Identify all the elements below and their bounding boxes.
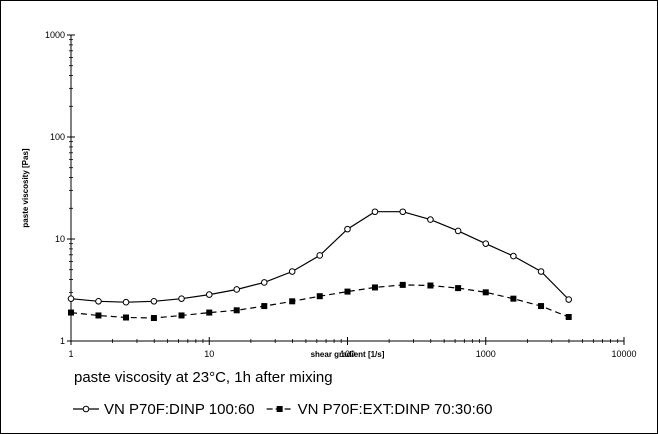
series-1-point [95, 298, 102, 305]
x-tick-label: 10 [204, 349, 214, 359]
series-2-point [371, 284, 378, 291]
series-1-point [510, 252, 517, 260]
series-1 [67, 208, 572, 306]
series-1-point [427, 216, 434, 223]
series-layer [67, 208, 572, 322]
series-1-point [260, 279, 268, 286]
x-tick-label: 10000 [611, 349, 636, 359]
y-tick-label: 10 [55, 234, 65, 244]
series-1-point [316, 252, 324, 259]
series-2-point [206, 309, 213, 316]
y-axis-title: paste viscosity [Pas] [21, 148, 30, 227]
series-1-point [288, 268, 296, 275]
series-2-point [455, 285, 462, 292]
x-tick-label: 100 [340, 349, 355, 359]
y-tick-label: 100 [50, 132, 65, 142]
series-2-point [316, 293, 323, 300]
series-2-point [233, 307, 240, 314]
series-2-point [261, 303, 268, 310]
series-1-point [233, 286, 241, 293]
series-2-point [427, 282, 434, 289]
series-1-point [565, 296, 572, 303]
legend-label-1: VN P70F:DINP 100:60 [104, 401, 255, 418]
series-2-point [399, 281, 406, 288]
series-2 [68, 281, 572, 322]
chart-caption: paste viscosity at 23°C, 1h after mixing [74, 369, 333, 386]
series-2-point [344, 288, 351, 295]
series-1-point [67, 295, 75, 302]
series-2-point [150, 315, 157, 322]
series-2-point [178, 312, 185, 319]
series-2-point [565, 313, 572, 320]
series-1-point [150, 298, 158, 305]
x-tick-label: 1000 [476, 349, 496, 359]
series-1-point [537, 268, 545, 275]
series-1-point [371, 208, 379, 216]
legend: VN P70F:DINP 100:60 VN P70F:EXT:DINP 70:3… [73, 401, 492, 418]
series-1-point [399, 208, 407, 216]
x-axis-title: shear gradient [1/s] [311, 350, 385, 359]
series-2-point [95, 312, 102, 319]
series-2-point [482, 289, 489, 296]
axes: 1 10 100 1000 10000 1 10 100 1000 [45, 30, 637, 359]
legend-label-2: VN P70F:EXT:DINP 70:30:60 [298, 401, 493, 418]
x-tick-label: 1 [68, 349, 73, 359]
series-1-point [482, 240, 490, 247]
series-1-point [344, 225, 351, 233]
series-2-point [510, 295, 517, 302]
y-tick-label: 1 [60, 336, 65, 346]
series-2-point [123, 314, 130, 321]
series-1-point [178, 295, 185, 302]
series-1-point [205, 291, 213, 298]
series-2-point [68, 309, 74, 316]
legend-marker-1 [82, 405, 90, 413]
legend-marker-2 [276, 406, 283, 412]
series-2-point [289, 298, 296, 305]
y-tick-label: 1000 [45, 30, 65, 40]
series-1-point [122, 298, 130, 306]
series-2-point [538, 303, 545, 310]
series-1-point [454, 227, 462, 235]
